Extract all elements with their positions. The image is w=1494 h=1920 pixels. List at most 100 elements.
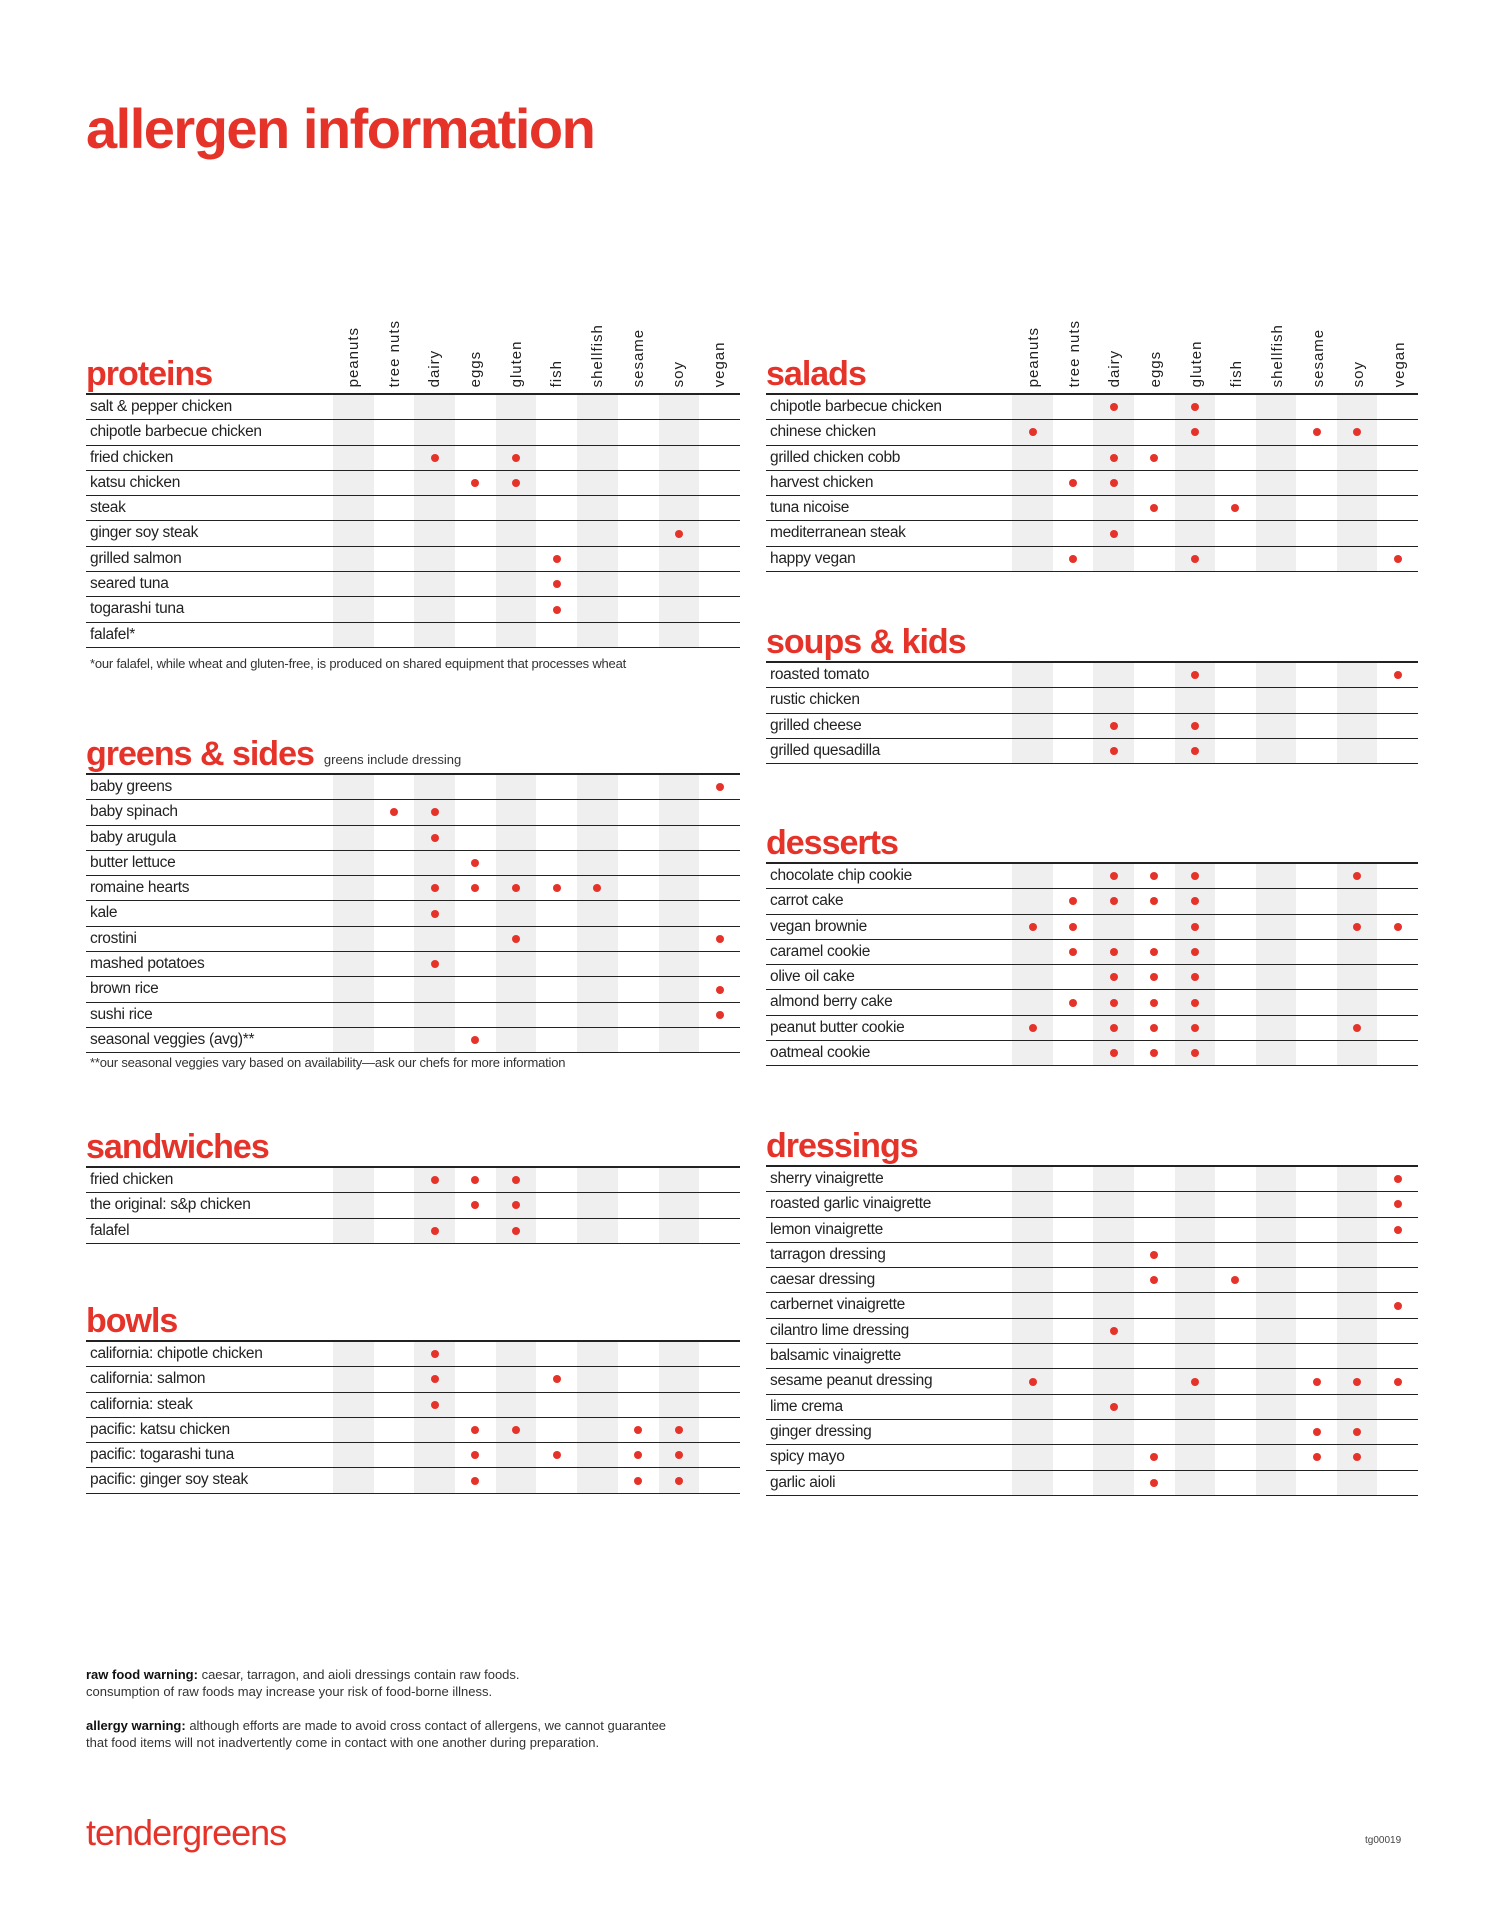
table-row: california: chipotle chicken (86, 1342, 740, 1368)
cell-shellfish (1255, 1041, 1297, 1066)
cell-sesame (618, 1367, 659, 1391)
cell-eggs (455, 1193, 496, 1217)
cell-dairy (414, 1193, 456, 1218)
allergen-dot (634, 1426, 643, 1435)
column-header-sesame: sesame (1309, 328, 1327, 387)
cell-gluten (495, 1218, 537, 1243)
cell-peanuts (333, 597, 374, 622)
allergen-dot (674, 1476, 683, 1485)
table-row: california: salmon (86, 1367, 740, 1393)
cell-dairy (414, 1342, 456, 1367)
cell-sesame (618, 1028, 659, 1052)
cell-peanuts (1012, 663, 1053, 688)
item-name: pacific: ginger soy steak (90, 1471, 248, 1489)
cell-tree-nuts (374, 1193, 415, 1217)
allergen-dot (1353, 872, 1362, 881)
cell-sesame (618, 1168, 659, 1192)
cell-gluten (1174, 1242, 1216, 1268)
cell-sesame (1296, 1293, 1337, 1317)
cell-tree-nuts (1053, 496, 1094, 520)
table-row: chinese chicken (766, 420, 1418, 446)
cell-peanuts (333, 901, 374, 926)
table-row: butter lettuce (86, 850, 740, 877)
cell-soy (1336, 1369, 1378, 1394)
cell-gluten (1174, 395, 1216, 420)
cell-gluten (1174, 663, 1216, 688)
item-name: roasted garlic vinaigrette (770, 1195, 932, 1213)
section-subtitle: greens include dressing (323, 752, 462, 767)
cell-soy (658, 1417, 700, 1443)
allergen-dot (1353, 428, 1362, 437)
item-name: chipotle barbecue chicken (770, 398, 942, 415)
cell-eggs (1134, 420, 1175, 444)
item-name: grilled chicken cobb (770, 448, 901, 466)
allergen-dot (471, 1476, 480, 1485)
table-row: falafel* (86, 622, 740, 648)
cell-eggs (455, 800, 496, 824)
cell-vegan (1377, 688, 1418, 712)
cell-peanuts (333, 1218, 374, 1243)
table-row: happy vegan (766, 546, 1418, 573)
allergen-dot (512, 479, 521, 488)
cell-vegan (699, 826, 740, 850)
allergen-dot (430, 808, 439, 817)
item-name: balsamic vinaigrette (770, 1347, 901, 1365)
item-name: chipotle barbecue chicken (90, 423, 262, 441)
cell-dairy (414, 572, 456, 597)
item-name: pacific: katsu chicken (90, 1420, 230, 1438)
cell-eggs (455, 826, 496, 850)
cell-dairy (1093, 688, 1134, 713)
cell-peanuts (1012, 420, 1053, 445)
cell-sesame (1296, 714, 1337, 738)
cell-dairy (414, 977, 456, 1002)
allergen-dot (1190, 998, 1199, 1007)
cell-fish (1215, 915, 1256, 939)
cell-shellfish (1255, 546, 1297, 572)
item-name: carrot cake (770, 892, 844, 910)
allergen-dot (1353, 1023, 1362, 1032)
cell-eggs (455, 547, 496, 571)
allergen-dot (1190, 428, 1199, 437)
table-row: vegan brownie (766, 914, 1418, 940)
cell-soy (658, 395, 700, 420)
cell-dairy (414, 775, 456, 800)
cell-dairy (414, 1392, 456, 1417)
cell-gluten (495, 445, 537, 470)
cell-peanuts (1012, 1419, 1053, 1445)
cell-soy (1336, 546, 1378, 572)
item-name: lime crema (770, 1397, 843, 1415)
cell-shellfish (1255, 1394, 1297, 1419)
section-title: desserts (766, 824, 899, 862)
cell-eggs (1134, 1192, 1175, 1216)
table-row: ginger dressing (766, 1419, 1418, 1446)
table-row: lime crema (766, 1394, 1418, 1420)
item-name: seared tuna (90, 575, 169, 593)
cell-eggs (1134, 446, 1175, 470)
cell-soy (658, 521, 700, 546)
item-name: falafel* (90, 625, 135, 643)
cell-shellfish (1255, 914, 1297, 939)
column-header-soy: soy (670, 360, 688, 387)
cell-shellfish (1255, 445, 1297, 470)
cell-dairy (1093, 420, 1134, 445)
table-row: ginger soy steak (86, 521, 740, 547)
cell-sesame (1296, 889, 1337, 913)
item-name: roasted tomato (770, 666, 870, 683)
section-header: soups & kids (766, 623, 1418, 661)
cell-dairy (414, 800, 456, 825)
cell-vegan (699, 977, 740, 1001)
allergen-dot (1109, 1023, 1118, 1032)
allergen-dot (674, 529, 683, 538)
allergy-warning-text: although efforts are made to avoid cross… (185, 1718, 667, 1733)
cell-tree-nuts (374, 1443, 415, 1467)
cell-vegan (699, 1003, 740, 1027)
cell-vegan (699, 597, 740, 621)
allergen-dot (715, 934, 724, 943)
cell-fish (1215, 714, 1256, 738)
cell-fish (1215, 1471, 1256, 1495)
allergen-dot (1190, 897, 1199, 906)
cell-soy (658, 496, 700, 521)
cell-gluten (1174, 1470, 1216, 1495)
allergen-dot (1109, 872, 1118, 881)
cell-eggs (455, 395, 496, 419)
